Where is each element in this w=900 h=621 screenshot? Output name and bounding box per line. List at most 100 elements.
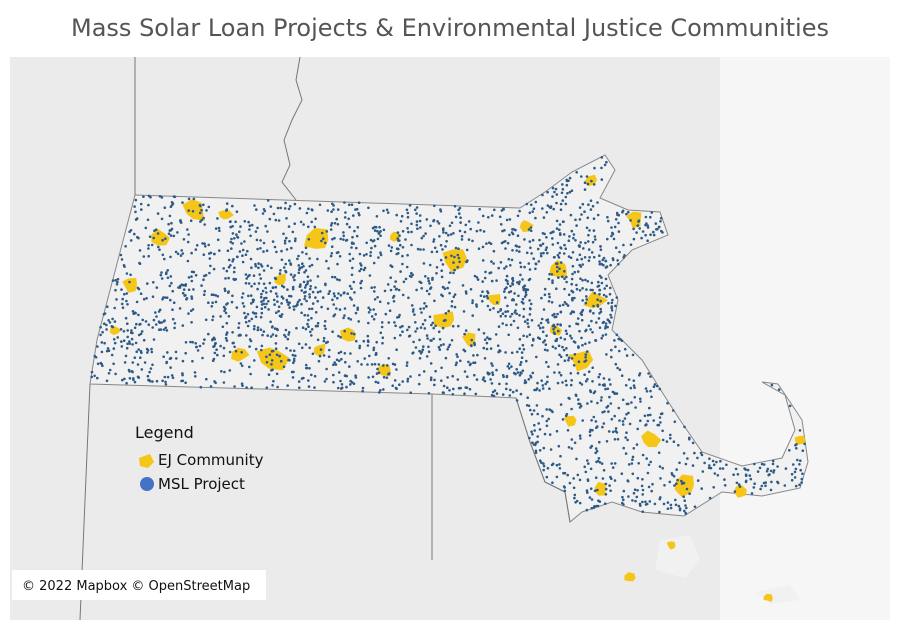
msl-point (382, 364, 385, 367)
msl-point (650, 395, 653, 399)
msl-point (398, 383, 401, 387)
msl-point (150, 350, 154, 354)
msl-point (191, 359, 194, 363)
msl-point (544, 382, 547, 386)
msl-point (575, 457, 578, 461)
msl-point (418, 357, 422, 360)
msl-point (379, 389, 382, 392)
attribution-box (12, 570, 266, 600)
msl-point (433, 204, 436, 208)
msl-point (303, 313, 307, 317)
msl-point (600, 276, 603, 279)
legend-title: Legend (135, 423, 194, 442)
msl-point (611, 298, 614, 302)
msl-point (165, 360, 169, 364)
msl-point (585, 350, 589, 353)
msl-point (555, 193, 559, 196)
msl-point (443, 287, 447, 291)
msl-point (259, 263, 263, 266)
msl-point (576, 270, 580, 273)
msl-point (569, 334, 572, 338)
msl-point (202, 216, 205, 220)
msl-point (390, 246, 394, 249)
msl-point (145, 347, 149, 351)
msl-point (169, 298, 172, 302)
msl-point (133, 232, 136, 236)
msl-point (181, 201, 184, 204)
msl-point (540, 296, 543, 300)
msl-point (271, 384, 274, 387)
msl-point (545, 246, 548, 249)
msl-point (750, 492, 754, 495)
msl-point (146, 351, 149, 354)
msl-point (469, 288, 473, 291)
msl-point (659, 412, 663, 416)
msl-point (219, 344, 222, 348)
msl-point (286, 384, 290, 387)
msl-point (203, 338, 206, 341)
msl-point (211, 318, 214, 322)
msl-point (291, 353, 295, 357)
msl-point (209, 385, 213, 388)
msl-point (169, 229, 173, 232)
msl-point (184, 351, 187, 355)
msl-point (175, 357, 178, 360)
msl-point (562, 485, 566, 488)
msl-point (161, 298, 164, 301)
msl-point (166, 351, 169, 354)
msl-point (604, 277, 608, 281)
msl-point (120, 302, 124, 306)
msl-point (655, 384, 659, 388)
msl-point (555, 265, 559, 269)
msl-point (448, 291, 451, 295)
msl-point (386, 211, 390, 214)
msl-point (488, 271, 492, 275)
msl-point (212, 336, 216, 340)
msl-point (570, 336, 573, 340)
msl-point (260, 344, 264, 348)
msl-point (528, 299, 531, 302)
msl-point (361, 386, 365, 390)
msl-point (386, 364, 389, 367)
msl-point (224, 336, 228, 340)
msl-point (441, 391, 445, 394)
msl-point (199, 220, 202, 223)
msl-point (545, 319, 548, 322)
msl-point (790, 478, 794, 482)
msl-point (563, 301, 567, 304)
msl-point (306, 322, 309, 326)
msl-point (348, 284, 352, 288)
msl-point (383, 289, 387, 293)
msl-point (801, 449, 805, 453)
msl-point (260, 292, 263, 296)
msl-point (558, 463, 561, 466)
msl-point (483, 338, 487, 342)
msl-point (589, 389, 592, 392)
msl-point (314, 286, 317, 289)
msl-point (558, 304, 562, 308)
msl-point (564, 195, 568, 199)
msl-point (693, 505, 697, 509)
msl-point (528, 313, 532, 316)
msl-point (531, 238, 535, 242)
msl-point (676, 478, 679, 482)
msl-point (227, 290, 230, 293)
msl-point (343, 329, 347, 333)
msl-point (348, 365, 351, 368)
msl-point (293, 222, 297, 225)
msl-point (632, 237, 636, 241)
msl-point (406, 215, 410, 219)
msl-point (594, 339, 597, 342)
msl-point (600, 156, 604, 159)
msl-point (641, 500, 644, 504)
msl-point (225, 208, 229, 211)
msl-point (288, 301, 291, 305)
msl-point (471, 301, 474, 305)
msl-point (463, 230, 467, 234)
msl-point (511, 279, 515, 283)
msl-point (325, 367, 328, 371)
msl-point (790, 472, 794, 476)
msl-point (260, 300, 263, 304)
msl-point (190, 279, 194, 283)
msl-point (418, 280, 422, 284)
